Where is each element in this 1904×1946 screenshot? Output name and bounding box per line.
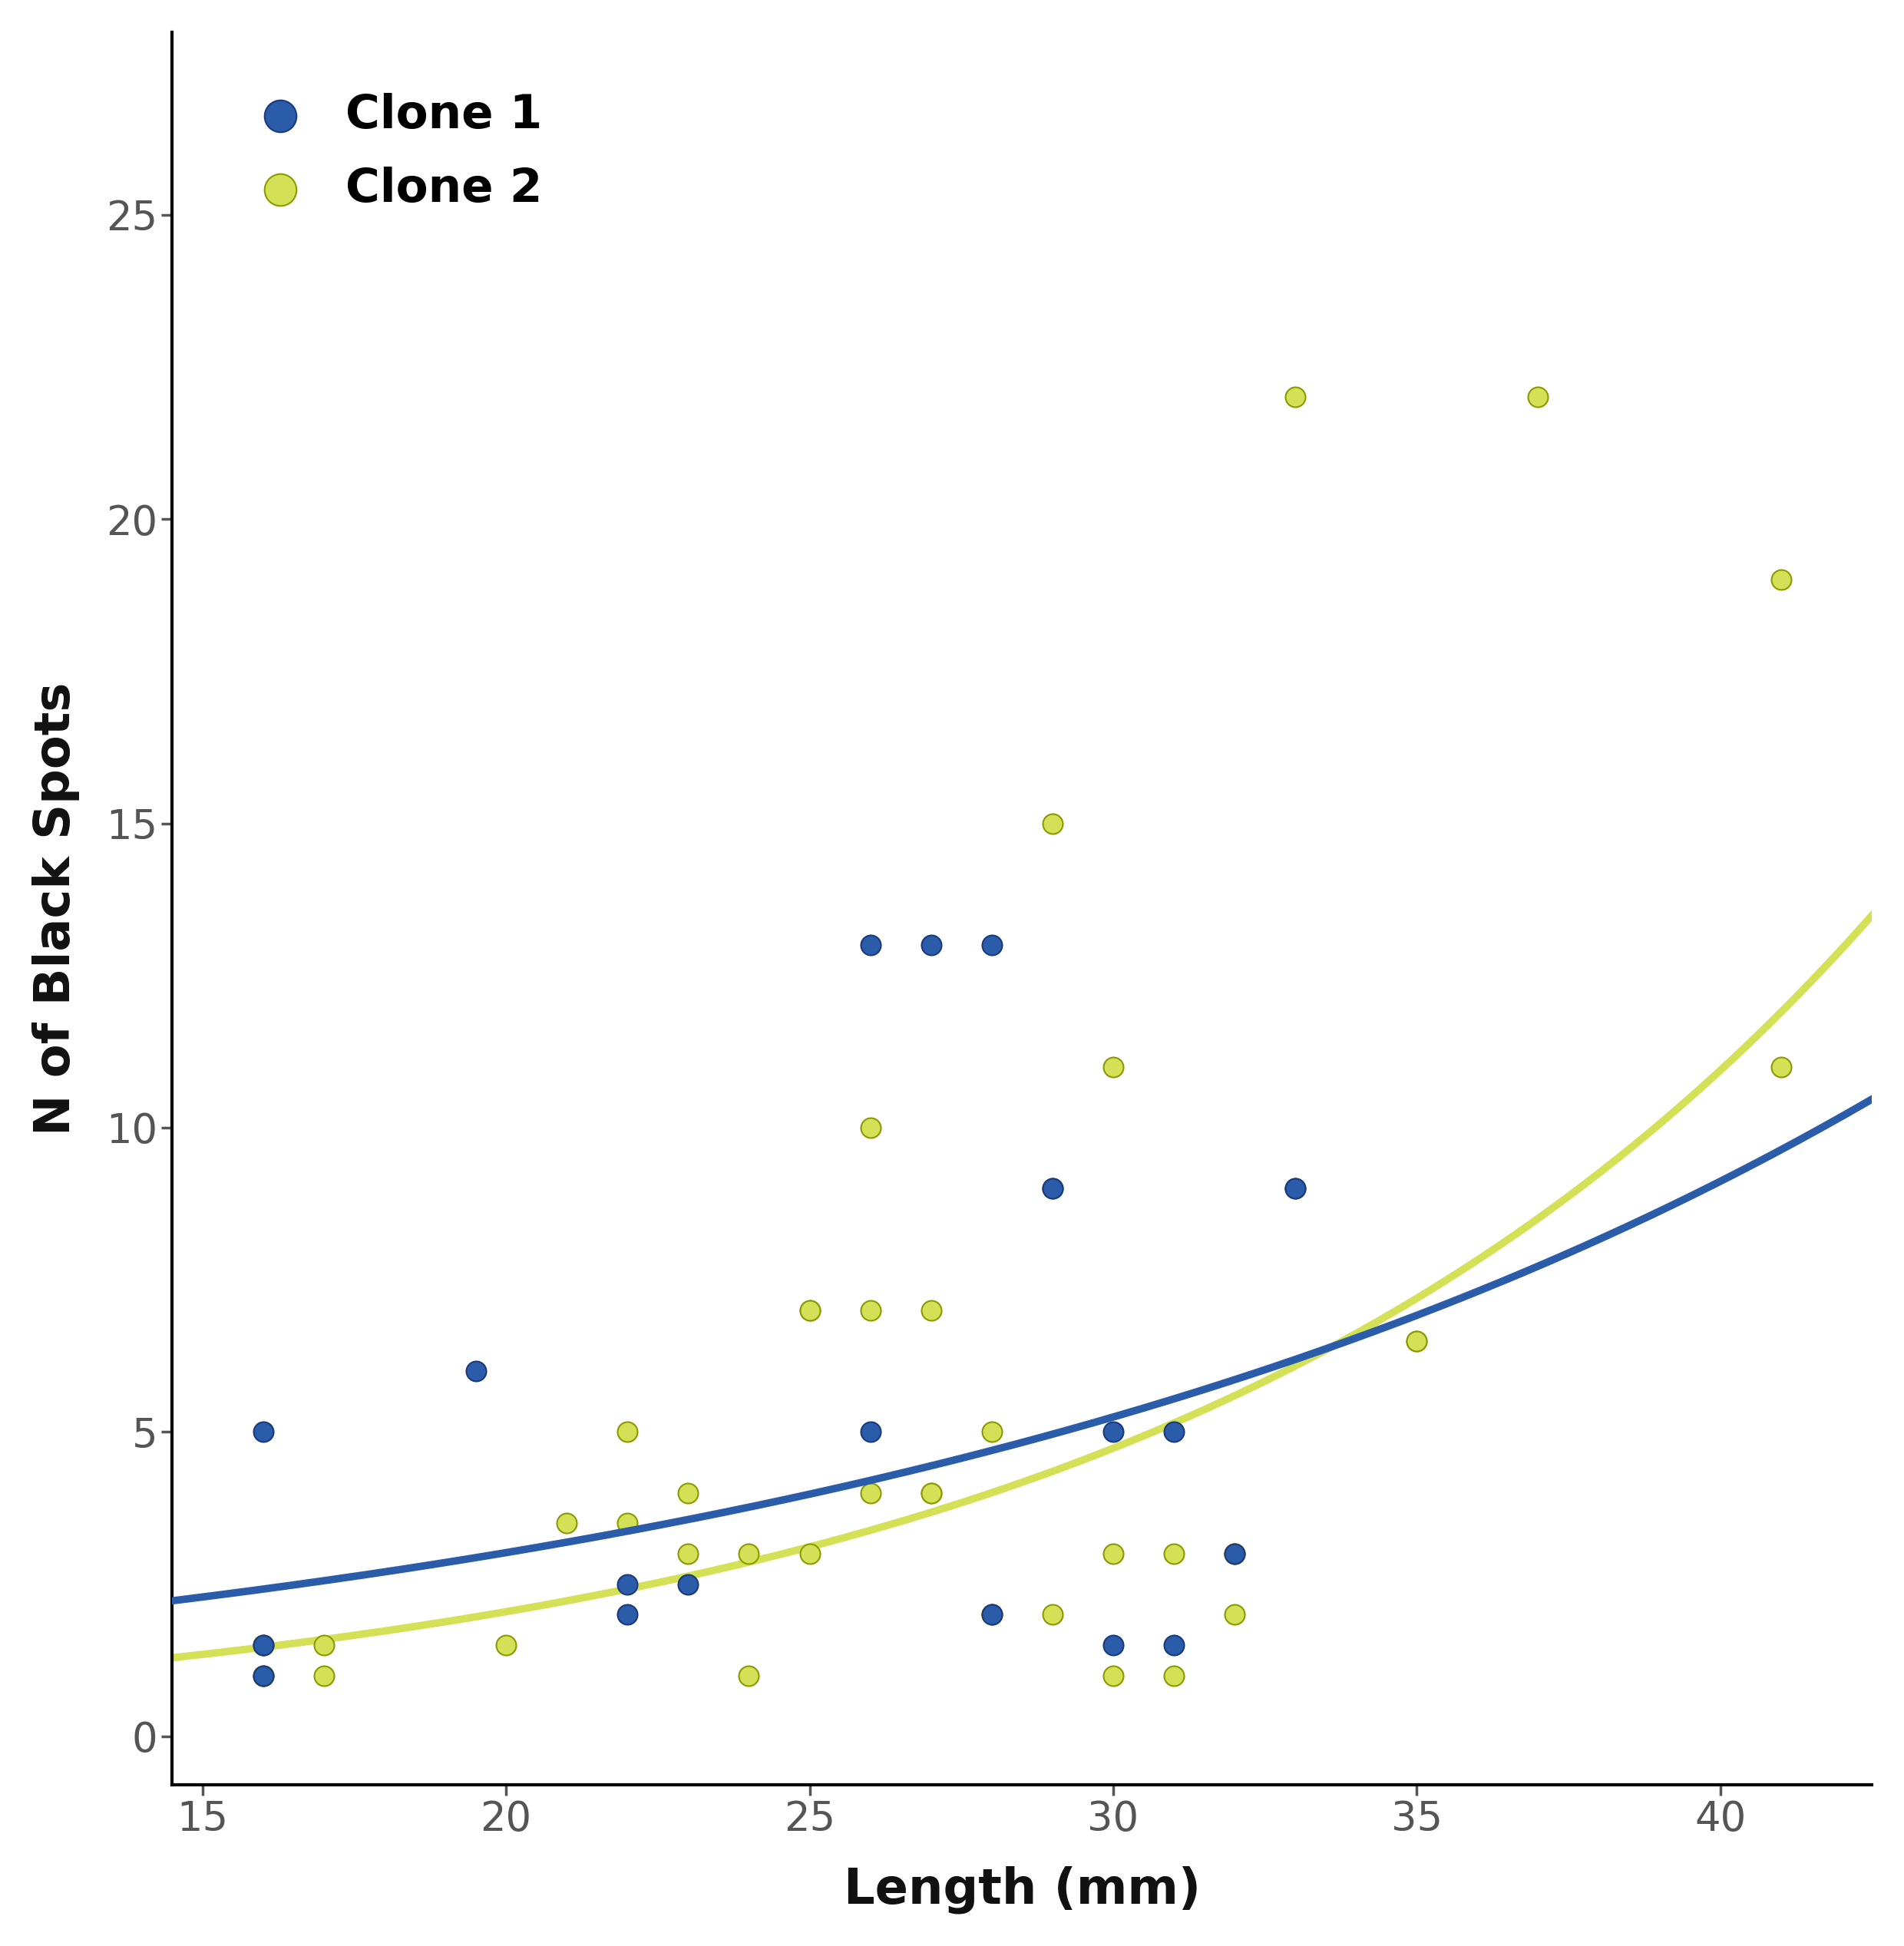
- Clone 2: [1099, 1660, 1129, 1691]
- Clone 2: [733, 1537, 764, 1568]
- Clone 2: [794, 1294, 824, 1325]
- Clone 2: [1279, 381, 1310, 413]
- Clone 2: [855, 1111, 885, 1142]
- Clone 2: [733, 1660, 764, 1691]
- Clone 1: [855, 930, 885, 961]
- Clone 2: [916, 1477, 946, 1508]
- Y-axis label: N of Black Spots: N of Black Spots: [32, 681, 80, 1135]
- Clone 2: [308, 1660, 339, 1691]
- Clone 1: [1038, 1173, 1068, 1205]
- Clone 1: [1038, 1173, 1068, 1205]
- Clone 1: [248, 1660, 278, 1691]
- Clone 2: [672, 1477, 703, 1508]
- Clone 2: [1038, 808, 1068, 839]
- X-axis label: Length (mm): Length (mm): [843, 1866, 1201, 1915]
- Clone 1: [977, 930, 1007, 961]
- Clone 2: [1038, 1600, 1068, 1631]
- Clone 1: [672, 1568, 703, 1600]
- Clone 2: [1099, 1051, 1129, 1082]
- Clone 2: [248, 1660, 278, 1691]
- Clone 2: [1523, 381, 1554, 413]
- Clone 2: [977, 1600, 1007, 1631]
- Clone 1: [855, 1417, 885, 1448]
- Clone 2: [552, 1508, 583, 1539]
- Clone 2: [855, 1477, 885, 1508]
- Clone 2: [1765, 1051, 1795, 1082]
- Clone 1: [1279, 1173, 1310, 1205]
- Clone 2: [977, 1417, 1007, 1448]
- Clone 2: [1219, 1537, 1249, 1568]
- Legend: Clone 1, Clone 2: Clone 1, Clone 2: [196, 54, 581, 249]
- Clone 2: [855, 1294, 885, 1325]
- Clone 1: [248, 1417, 278, 1448]
- Clone 1: [977, 1600, 1007, 1631]
- Clone 2: [1219, 1537, 1249, 1568]
- Clone 2: [1219, 1600, 1249, 1631]
- Clone 1: [461, 1356, 491, 1387]
- Clone 2: [613, 1508, 644, 1539]
- Clone 2: [916, 1294, 946, 1325]
- Clone 2: [794, 1294, 824, 1325]
- Clone 2: [1160, 1660, 1190, 1691]
- Clone 2: [1401, 1325, 1432, 1356]
- Clone 2: [491, 1629, 522, 1660]
- Clone 2: [1401, 1325, 1432, 1356]
- Clone 2: [977, 1600, 1007, 1631]
- Clone 2: [1160, 1537, 1190, 1568]
- Clone 1: [1160, 1629, 1190, 1660]
- Clone 2: [916, 1477, 946, 1508]
- Clone 1: [1099, 1417, 1129, 1448]
- Clone 2: [248, 1629, 278, 1660]
- Clone 1: [1279, 1173, 1310, 1205]
- Clone 1: [1160, 1417, 1190, 1448]
- Clone 2: [794, 1537, 824, 1568]
- Clone 2: [613, 1417, 644, 1448]
- Clone 2: [248, 1629, 278, 1660]
- Clone 1: [613, 1600, 644, 1631]
- Clone 2: [1765, 564, 1795, 595]
- Clone 1: [1219, 1537, 1249, 1568]
- Clone 1: [613, 1568, 644, 1600]
- Clone 2: [248, 1660, 278, 1691]
- Clone 2: [308, 1629, 339, 1660]
- Clone 1: [1099, 1629, 1129, 1660]
- Clone 1: [248, 1629, 278, 1660]
- Clone 2: [672, 1537, 703, 1568]
- Clone 2: [1099, 1537, 1129, 1568]
- Clone 1: [916, 930, 946, 961]
